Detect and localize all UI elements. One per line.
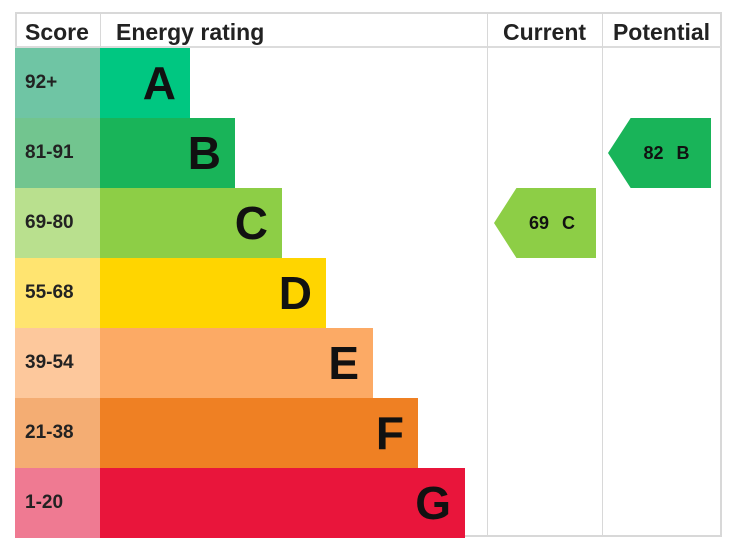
score-range-g: 1-20 bbox=[15, 468, 100, 538]
rating-bar-f: F bbox=[100, 398, 418, 468]
divider bbox=[487, 12, 488, 537]
header-potential: Potential bbox=[602, 12, 721, 48]
rating-bar-g: G bbox=[100, 468, 465, 538]
score-range-b: 81-91 bbox=[15, 118, 100, 188]
header-energy-rating: Energy rating bbox=[100, 12, 487, 48]
divider bbox=[602, 12, 603, 537]
rating-bar-c: C bbox=[100, 188, 282, 258]
header-score: Score bbox=[15, 12, 100, 48]
potential-rating-arrow: 82 B bbox=[608, 118, 711, 188]
score-range-c: 69-80 bbox=[15, 188, 100, 258]
rating-bar-d: D bbox=[100, 258, 326, 328]
header-current: Current bbox=[487, 12, 602, 48]
current-rating-arrow: 69 C bbox=[494, 188, 596, 258]
rating-bar-b: B bbox=[100, 118, 235, 188]
score-range-e: 39-54 bbox=[15, 328, 100, 398]
score-range-d: 55-68 bbox=[15, 258, 100, 328]
rating-bar-a: A bbox=[100, 48, 190, 118]
score-range-f: 21-38 bbox=[15, 398, 100, 468]
rating-bar-e: E bbox=[100, 328, 373, 398]
score-range-a: 92+ bbox=[15, 48, 100, 118]
